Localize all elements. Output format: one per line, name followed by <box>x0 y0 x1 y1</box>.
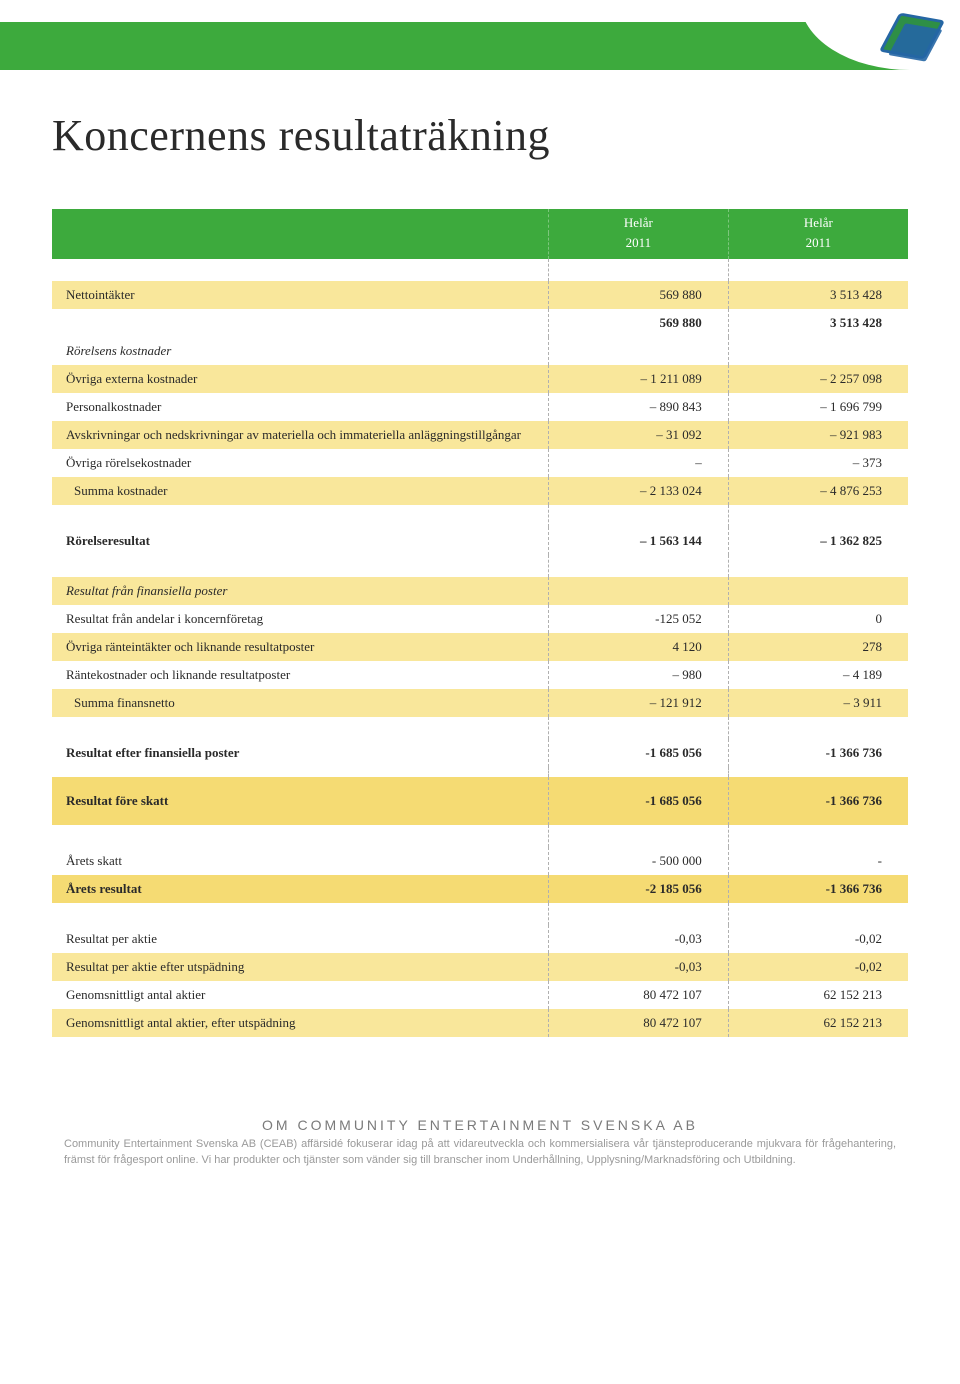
row-rantekost: Räntekostnader och liknande resultatpost… <box>52 661 908 689</box>
row-fin-poster-hdr: Resultat från finansiella poster <box>52 577 908 605</box>
footer-heading: OM COMMUNITY ENTERTAINMENT SVENSKA AB <box>64 1117 896 1133</box>
header-band <box>0 0 960 70</box>
row-andelar: Resultat från andelar i koncernföretag -… <box>52 605 908 633</box>
row-personal: Personalkostnader – 890 843 – 1 696 799 <box>52 393 908 421</box>
row-netto-sum: 569 880 3 513 428 <box>52 309 908 337</box>
row-res-per-aktie: Resultat per aktie -0,03 -0,02 <box>52 925 908 953</box>
row-arets-resultat: Årets resultat -2 185 056 -1 366 736 <box>52 875 908 903</box>
row-res-per-aktie-utsp: Resultat per aktie efter utspädning -0,0… <box>52 953 908 981</box>
col-2-year: 2011 <box>728 233 908 259</box>
footer: OM COMMUNITY ENTERTAINMENT SVENSKA AB Co… <box>52 1117 908 1169</box>
table-header-row-1: Helår Helår <box>52 209 908 233</box>
row-avskriv: Avskrivningar och nedskrivningar av mate… <box>52 421 908 449</box>
row-nettointakter: Nettointäkter 569 880 3 513 428 <box>52 281 908 309</box>
row-ovriga-externa: Övriga externa kostnader – 1 211 089 – 2… <box>52 365 908 393</box>
income-statement-table: Helår Helår 2011 2011 Nettointäkter 569 … <box>52 209 908 1037</box>
row-ovriga-rorelse: Övriga rörelsekostnader – – 373 <box>52 449 908 477</box>
row-rorelsens-kost-hdr: Rörelsens kostnader <box>52 337 908 365</box>
page-title: Koncernens resultaträkning <box>52 110 908 161</box>
col-1-period: Helår <box>548 209 728 233</box>
row-arets-skatt: Årets skatt - 500 000 - <box>52 847 908 875</box>
row-antal-aktier-utsp: Genomsnittligt antal aktier, efter utspä… <box>52 1009 908 1037</box>
row-antal-aktier: Genomsnittligt antal aktier 80 472 107 6… <box>52 981 908 1009</box>
col-2-period: Helår <box>728 209 908 233</box>
col-1-year: 2011 <box>548 233 728 259</box>
row-summa-fin: Summa finansnetto – 121 912 – 3 911 <box>52 689 908 717</box>
row-ranteint: Övriga ränteintäkter och liknande result… <box>52 633 908 661</box>
row-summa-kost: Summa kostnader – 2 133 024 – 4 876 253 <box>52 477 908 505</box>
footer-body: Community Entertainment Svenska AB (CEAB… <box>64 1137 896 1169</box>
row-rorelseresultat: Rörelseresultat – 1 563 144 – 1 362 825 <box>52 527 908 555</box>
row-res-efter-fin: Resultat efter finansiella poster -1 685… <box>52 739 908 767</box>
table-header-row-2: 2011 2011 <box>52 233 908 259</box>
row-res-fore-skatt: Resultat före skatt -1 685 056 -1 366 73… <box>52 777 908 825</box>
